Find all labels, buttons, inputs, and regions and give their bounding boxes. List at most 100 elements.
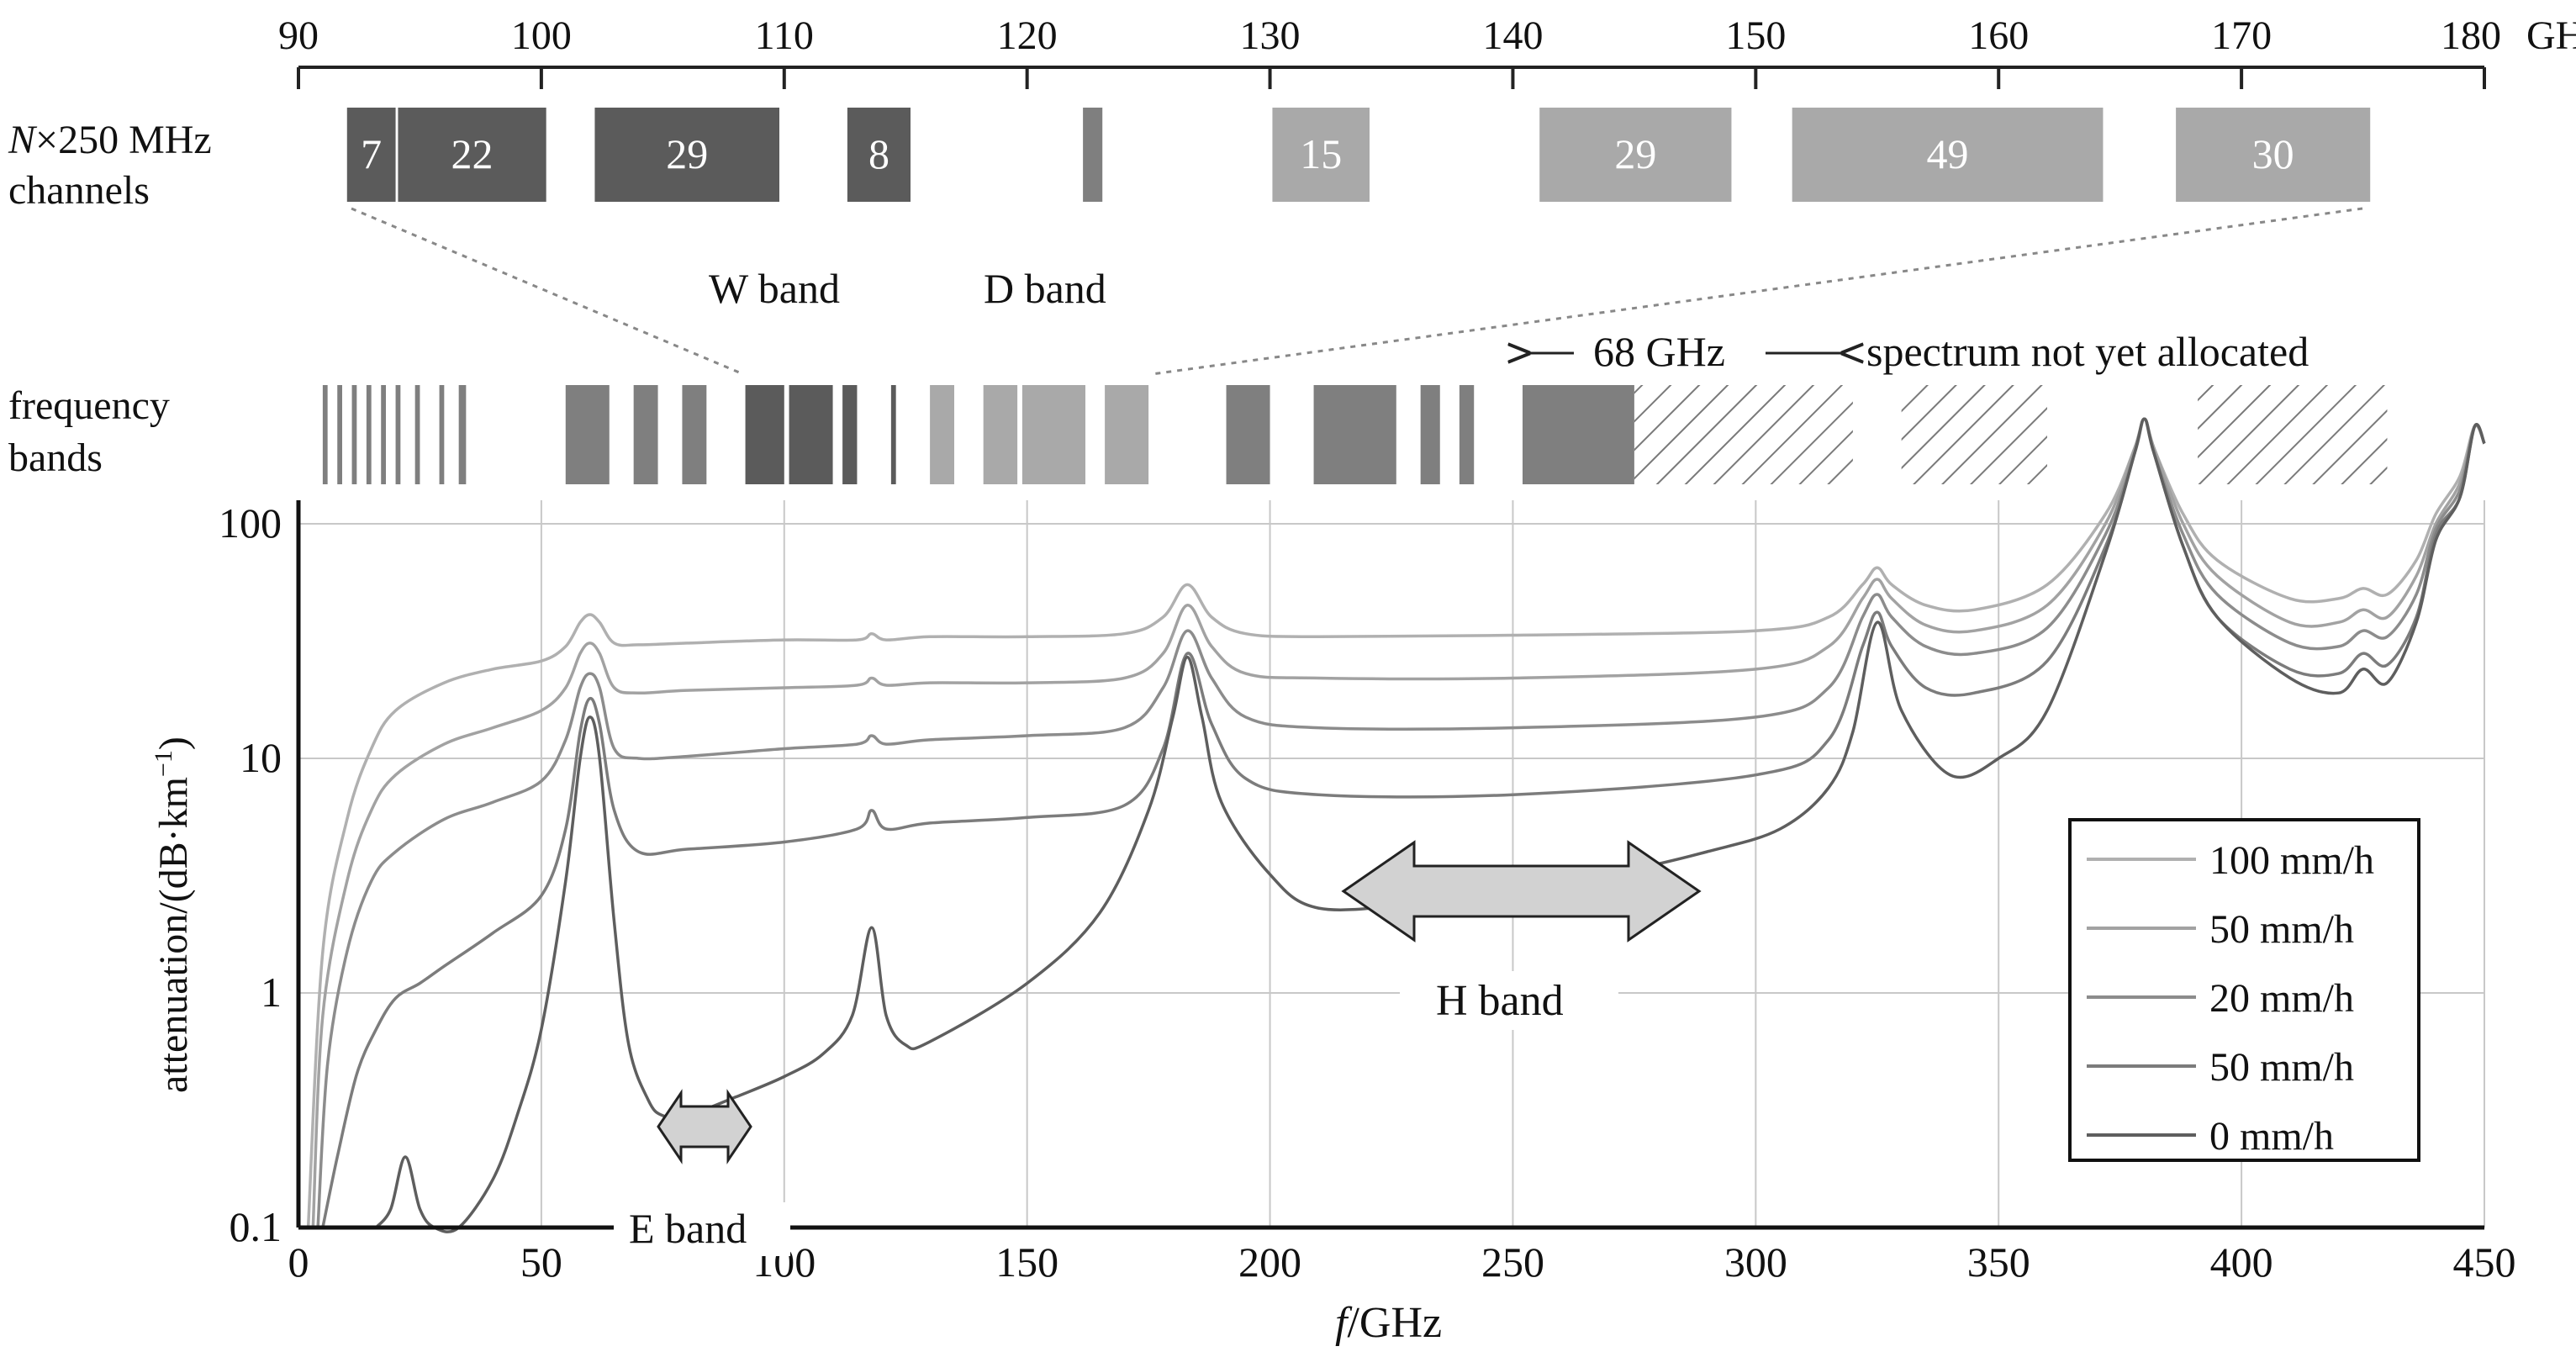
allocated-band-block (682, 385, 707, 484)
allocated-band-block (458, 385, 467, 484)
allocated-band-block (633, 385, 658, 484)
channel-block (594, 108, 779, 202)
allocated-band-block (930, 385, 954, 484)
channel-block (1792, 108, 2104, 202)
allocated-band-block (322, 385, 328, 484)
channel-block (1083, 108, 1103, 202)
span-68-label: 68 GHz (1593, 328, 1725, 375)
allocated-band-block (395, 385, 401, 484)
y-tick-label: 0.1 (230, 1203, 282, 1250)
top-scale-tick-label: 140 (1482, 13, 1543, 58)
x-axis-title-unit: /GHz (1347, 1299, 1442, 1347)
allocated-band-block (1313, 385, 1396, 484)
allocated-band-block (1523, 385, 1634, 484)
allocated-band-block (1459, 385, 1475, 484)
channel-block (1539, 108, 1732, 202)
y-tick-label: 10 (240, 734, 282, 781)
x-tick-labels: 0 50 100 150 200 250 300 350 400 450 (288, 1238, 2516, 1286)
channel-blocks: 7 22 29 8 15 29 49 30 (346, 108, 2371, 202)
allocated-band-block (414, 385, 420, 484)
channel-block (346, 108, 396, 202)
legend-entry-label: 0 mm/h (2209, 1114, 2334, 1159)
y-axis-title-main: attenuation/(dB·km (151, 777, 196, 1093)
channel-count-label: 29 (666, 130, 708, 177)
allocated-band-block (565, 385, 610, 484)
zoom-guide-left (351, 207, 744, 376)
allocated-band-block (439, 385, 445, 484)
channel-count-label: 30 (2252, 130, 2294, 177)
allocated-band-block (789, 385, 833, 484)
unallocated-label: spectrum not yet allocated (1866, 328, 2309, 375)
allocated-band-block (1420, 385, 1440, 484)
channel-count-label: 15 (1300, 130, 1342, 177)
allocated-band-block (1021, 385, 1085, 484)
top-scale-tick-label: 100 (511, 13, 572, 58)
channels-label-n: N (8, 118, 38, 162)
unallocated-band-block (1634, 385, 1853, 484)
allocated-band-block (1226, 385, 1270, 484)
d-band-label: D band (984, 265, 1106, 312)
allocated-band-block (745, 385, 784, 484)
x-tick-label: 150 (995, 1238, 1058, 1286)
top-frequency-scale: 90 100 110 120 130 140 150 160 170 180 (278, 13, 2501, 89)
x-tick-label: 300 (1724, 1238, 1787, 1286)
allocated-band-block (366, 385, 372, 484)
attenuation-series-line (311, 417, 2486, 1228)
allocated-band-block (1105, 385, 1149, 484)
attenuation-series-line (316, 417, 2486, 1228)
w-band-label: W band (709, 265, 840, 312)
attenuation-series-line (375, 417, 2486, 1233)
y-axis-title: attenuation/(dB·km−1) (150, 737, 196, 1093)
unallocated-band-block (1901, 385, 2047, 484)
h-band-label: H band (1436, 977, 1564, 1025)
channel-count-label: 22 (451, 130, 494, 177)
frequency-bands-label-line1: frequency (8, 383, 170, 428)
channel-count-label: 49 (1927, 130, 1969, 177)
frequency-bands-label-line2: bands (8, 436, 103, 480)
y-axis-title-sup: −1 (150, 750, 177, 777)
top-scale-tick-label: 90 (278, 13, 319, 58)
top-scale-tick-label: 120 (997, 13, 1058, 58)
allocated-band-block (890, 385, 896, 484)
channel-count-label: 7 (361, 130, 382, 177)
x-tick-label: 450 (2453, 1238, 2516, 1286)
channel-count-label: 8 (868, 130, 889, 177)
e-band-arrow (657, 1089, 752, 1164)
channel-block (2176, 108, 2371, 202)
channel-block (1272, 108, 1370, 202)
top-scale-tick-label: 170 (2211, 13, 2272, 58)
allocated-band-block (351, 385, 357, 484)
channel-count-label: 29 (1614, 130, 1656, 177)
x-axis-title: f/GHz (1335, 1299, 1442, 1347)
allocated-band-block (337, 385, 342, 484)
channels-label-line2: channels (8, 168, 150, 213)
top-scale-tick-label: 150 (1725, 13, 1786, 58)
y-tick-label: 100 (219, 499, 282, 546)
x-tick-label: 250 (1481, 1238, 1544, 1286)
attenuation-curves (306, 417, 2486, 1233)
zoom-guide-right (1151, 207, 2363, 376)
y-tick-labels: 0.1 1 10 100 (219, 499, 282, 1250)
x-tick-label: 400 (2210, 1238, 2273, 1286)
allocated-band-block (842, 385, 858, 484)
h-band-arrow (1341, 840, 1702, 943)
top-scale-tick-label: 130 (1240, 13, 1301, 58)
top-scale-tick-label: 180 (2441, 13, 2501, 58)
top-scale-unit: GHz (2526, 13, 2576, 58)
legend-entry-label: 20 mm/h (2209, 976, 2354, 1021)
y-axis-title-tail: ) (151, 737, 196, 750)
legend-entry-label: 100 mm/h (2209, 838, 2374, 883)
x-tick-label: 200 (1238, 1238, 1301, 1286)
channels-label-line1: N×250 MHz (8, 118, 212, 162)
legend-entry-label: 50 mm/h (2209, 907, 2354, 952)
allocated-band-block (983, 385, 1018, 484)
attenuation-series-line (306, 417, 2486, 1228)
top-scale-tick-label: 160 (1968, 13, 2029, 58)
top-scale-tick-label: 110 (755, 13, 814, 58)
allocated-band-block (381, 385, 386, 484)
e-band-label-bg (614, 1202, 790, 1256)
channels-label-rest: ×250 MHz (35, 118, 212, 162)
x-tick-label: 0 (288, 1238, 309, 1286)
x-tick-label: 350 (1967, 1238, 2030, 1286)
